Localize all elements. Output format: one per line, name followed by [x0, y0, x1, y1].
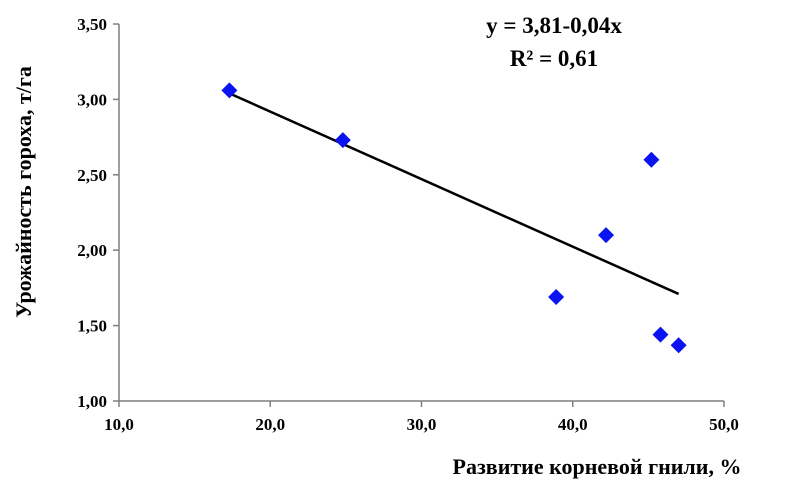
data-point-5 — [643, 151, 660, 168]
y-tick-label: 3,50 — [77, 15, 107, 34]
y-tick-label: 1,50 — [77, 317, 107, 336]
y-tick-label: 3,00 — [77, 90, 107, 109]
x-tick-label: 30,0 — [407, 415, 437, 434]
data-point-3 — [548, 288, 565, 305]
regression-equation: y = 3,81-0,04x — [486, 13, 622, 38]
y-tick-labels: 1,00 1,50 2,00 2,50 3,00 3,50 — [77, 15, 107, 411]
trendline — [228, 92, 680, 296]
r-squared-label: R² = 0,61 — [510, 46, 598, 71]
data-point-6 — [652, 326, 669, 343]
data-point-2 — [334, 132, 351, 149]
axes — [113, 23, 725, 407]
x-tick-label: 10,0 — [104, 415, 134, 434]
x-axis-title: Развитие корневой гнили, % — [453, 454, 742, 479]
y-tick-label: 2,00 — [77, 241, 107, 260]
y-axis-title: Урожайность гороха, т/га — [11, 66, 36, 318]
x-tick-label: 20,0 — [255, 415, 285, 434]
data-points — [221, 82, 687, 354]
y-tick-label: 2,50 — [77, 166, 107, 185]
x-tick-label: 50,0 — [709, 415, 739, 434]
y-tick-label: 1,00 — [77, 392, 107, 411]
x-tick-labels: 10,0 20,0 30,0 40,0 50,0 — [104, 415, 739, 434]
data-point-7 — [670, 337, 687, 354]
data-point-1 — [221, 82, 238, 99]
x-tick-label: 40,0 — [558, 415, 588, 434]
data-point-4 — [598, 227, 615, 244]
